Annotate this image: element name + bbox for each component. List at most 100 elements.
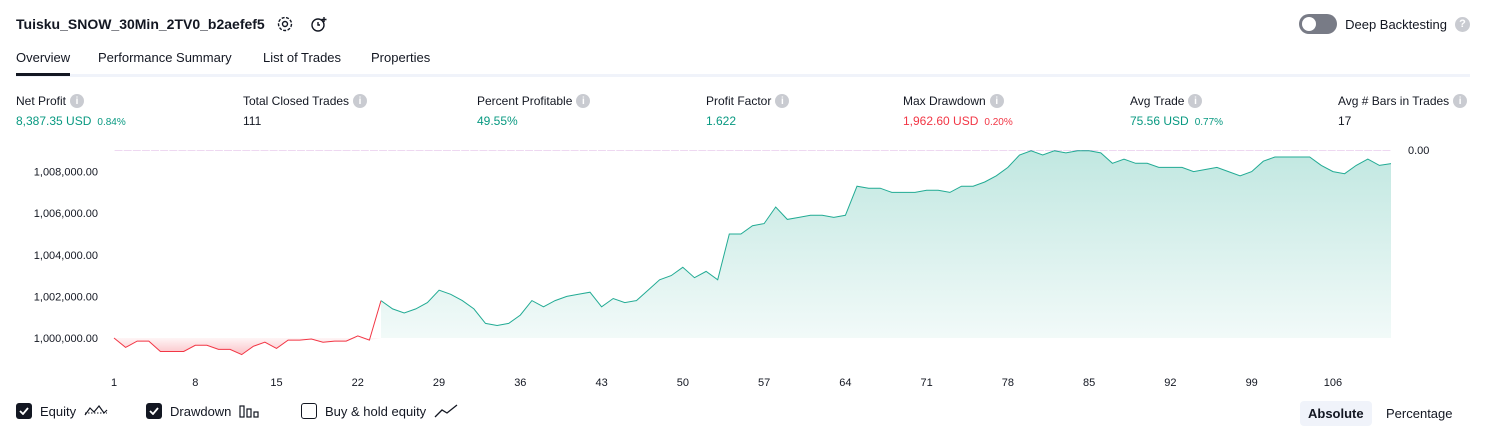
deep-backtesting-control: Deep Backtesting ? <box>1299 14 1470 34</box>
drawdown-bar <box>1127 150 1135 151</box>
x-tick-label: 57 <box>758 377 770 389</box>
drawdown-bar <box>324 150 333 151</box>
drawdown-bar <box>762 150 771 151</box>
drawdown-bar <box>132 150 141 151</box>
legend-equity[interactable]: Equity <box>16 403 108 419</box>
drawdown-bar <box>287 150 296 151</box>
info-icon[interactable]: i <box>989 94 1004 108</box>
drawdown-bar <box>1218 150 1227 151</box>
info-icon[interactable]: i <box>353 94 368 108</box>
metric-percent-profitable: Percent Profitable i 49.55% <box>477 94 591 128</box>
tab-overview[interactable]: Overview <box>16 50 71 76</box>
equity-line-positive <box>380 150 1392 327</box>
drawdown-bar <box>561 150 570 151</box>
drawdown-bar <box>351 150 360 151</box>
info-icon[interactable]: i <box>70 94 85 108</box>
drawdown-bar <box>844 150 853 151</box>
x-tick-label: 92 <box>1164 377 1176 389</box>
drawdown-bar <box>598 150 606 151</box>
drawdown-bar <box>525 150 533 151</box>
y-axis-left: 1,000,000.00 1,002,000.00 1,004,000.00 1,00… <box>34 167 98 345</box>
help-icon[interactable]: ? <box>1455 16 1470 32</box>
x-axis: 1 8 15 22 29 36 43 50 57 64 71 78 85 92 99 106 <box>111 377 1342 389</box>
drawdown-bar <box>233 150 242 151</box>
x-tick-label: 71 <box>921 377 933 389</box>
percentage-button[interactable]: Percentage <box>1386 406 1453 421</box>
drawdown-bar <box>734 150 743 151</box>
metric-percent: 0.77% <box>1194 117 1224 128</box>
info-icon[interactable]: i <box>1188 94 1203 108</box>
drawdown-bar <box>297 150 305 151</box>
equity-label: Equity <box>40 403 77 419</box>
drawdown-bar <box>1282 150 1291 151</box>
info-icon[interactable]: i <box>775 94 790 108</box>
tab-properties[interactable]: Properties <box>371 50 431 65</box>
drawdown-bar <box>1245 150 1254 151</box>
drawdown-bar <box>1117 150 1126 151</box>
drawdown-bar <box>187 150 196 151</box>
drawdown-bar <box>1136 150 1145 151</box>
drawdown-bar <box>370 150 378 151</box>
drawdown-bar <box>634 150 643 151</box>
buy-hold-checkbox[interactable] <box>301 403 317 419</box>
drawdown-checkbox[interactable] <box>146 403 162 419</box>
drawdown-bar <box>1108 150 1117 151</box>
drawdown-bar <box>1227 150 1236 151</box>
metric-label: Percent Profitable <box>477 94 573 108</box>
info-icon[interactable]: i <box>1453 94 1468 108</box>
tab-performance-summary[interactable]: Performance Summary <box>98 50 232 65</box>
metric-value: 111 <box>243 114 262 128</box>
drawdown-bar <box>1190 150 1199 151</box>
drawdown-bar <box>224 150 232 151</box>
y-left-tick-label: 1,008,000.00 <box>34 167 98 179</box>
drawdown-bar <box>1263 150 1272 151</box>
drawdown-bar <box>816 150 825 151</box>
drawdown-bar <box>333 150 342 151</box>
settings-icon[interactable] <box>274 13 296 35</box>
drawdown-bar <box>1236 150 1245 151</box>
legend-buy-hold[interactable]: Buy & hold equity <box>301 403 458 419</box>
drawdown-bar <box>123 150 132 151</box>
legend-drawdown[interactable]: Drawdown <box>146 403 261 419</box>
drawdown-bar <box>1081 150 1090 151</box>
drawdown-bar <box>853 150 862 151</box>
drawdown-bar <box>151 150 160 151</box>
equity-chart[interactable]: 1,000,000.00 1,002,000.00 1,004,000.00 1,00… <box>0 140 1486 390</box>
x-tick-label: 29 <box>433 377 445 389</box>
drawdown-bar <box>1300 150 1309 151</box>
drawdown-bar <box>926 150 935 151</box>
metric-label: Avg Trade <box>1130 94 1185 108</box>
tab-list-of-trades[interactable]: List of Trades <box>263 50 342 65</box>
drawdown-bar <box>1154 150 1163 151</box>
drawdown-bar <box>1382 150 1391 151</box>
drawdown-bar <box>990 150 999 151</box>
y-left-tick-label: 1,004,000.00 <box>34 250 98 262</box>
drawdown-bar <box>397 150 406 151</box>
drawdown-bar <box>625 150 634 151</box>
drawdown-bar <box>716 150 725 151</box>
drawdown-bar <box>1008 150 1017 151</box>
drawdown-bar <box>506 150 515 151</box>
metric-net-profit: Net Profit i 8,387.35 USD 0.84% <box>16 94 126 128</box>
drawdown-bar <box>1026 150 1035 151</box>
equity-checkbox[interactable] <box>16 403 32 419</box>
drawdown-bar <box>196 150 205 151</box>
drawdown-bar <box>962 150 971 151</box>
drawdown-bar <box>269 150 278 151</box>
add-alert-icon[interactable] <box>308 13 330 35</box>
drawdown-bar <box>442 150 451 151</box>
info-icon[interactable]: i <box>576 94 591 108</box>
drawdown-bar <box>1254 150 1263 151</box>
x-tick-label: 43 <box>595 377 607 389</box>
absolute-button[interactable]: Absolute <box>1300 401 1372 426</box>
drawdown-bar <box>1364 150 1373 151</box>
drawdown-bar <box>1099 150 1108 151</box>
metric-value: 1.622 <box>706 114 737 128</box>
metric-avg-trade: Avg Trade i 75.56 USD 0.77% <box>1130 94 1223 128</box>
drawdown-bar <box>807 150 816 151</box>
drawdown-bar <box>1063 150 1072 151</box>
drawdown-bar <box>707 150 716 151</box>
metric-avg-bars: Avg # Bars in Trades i 17 <box>1338 94 1468 128</box>
deep-backtesting-toggle[interactable] <box>1299 14 1338 34</box>
toggle-knob <box>1302 17 1317 31</box>
